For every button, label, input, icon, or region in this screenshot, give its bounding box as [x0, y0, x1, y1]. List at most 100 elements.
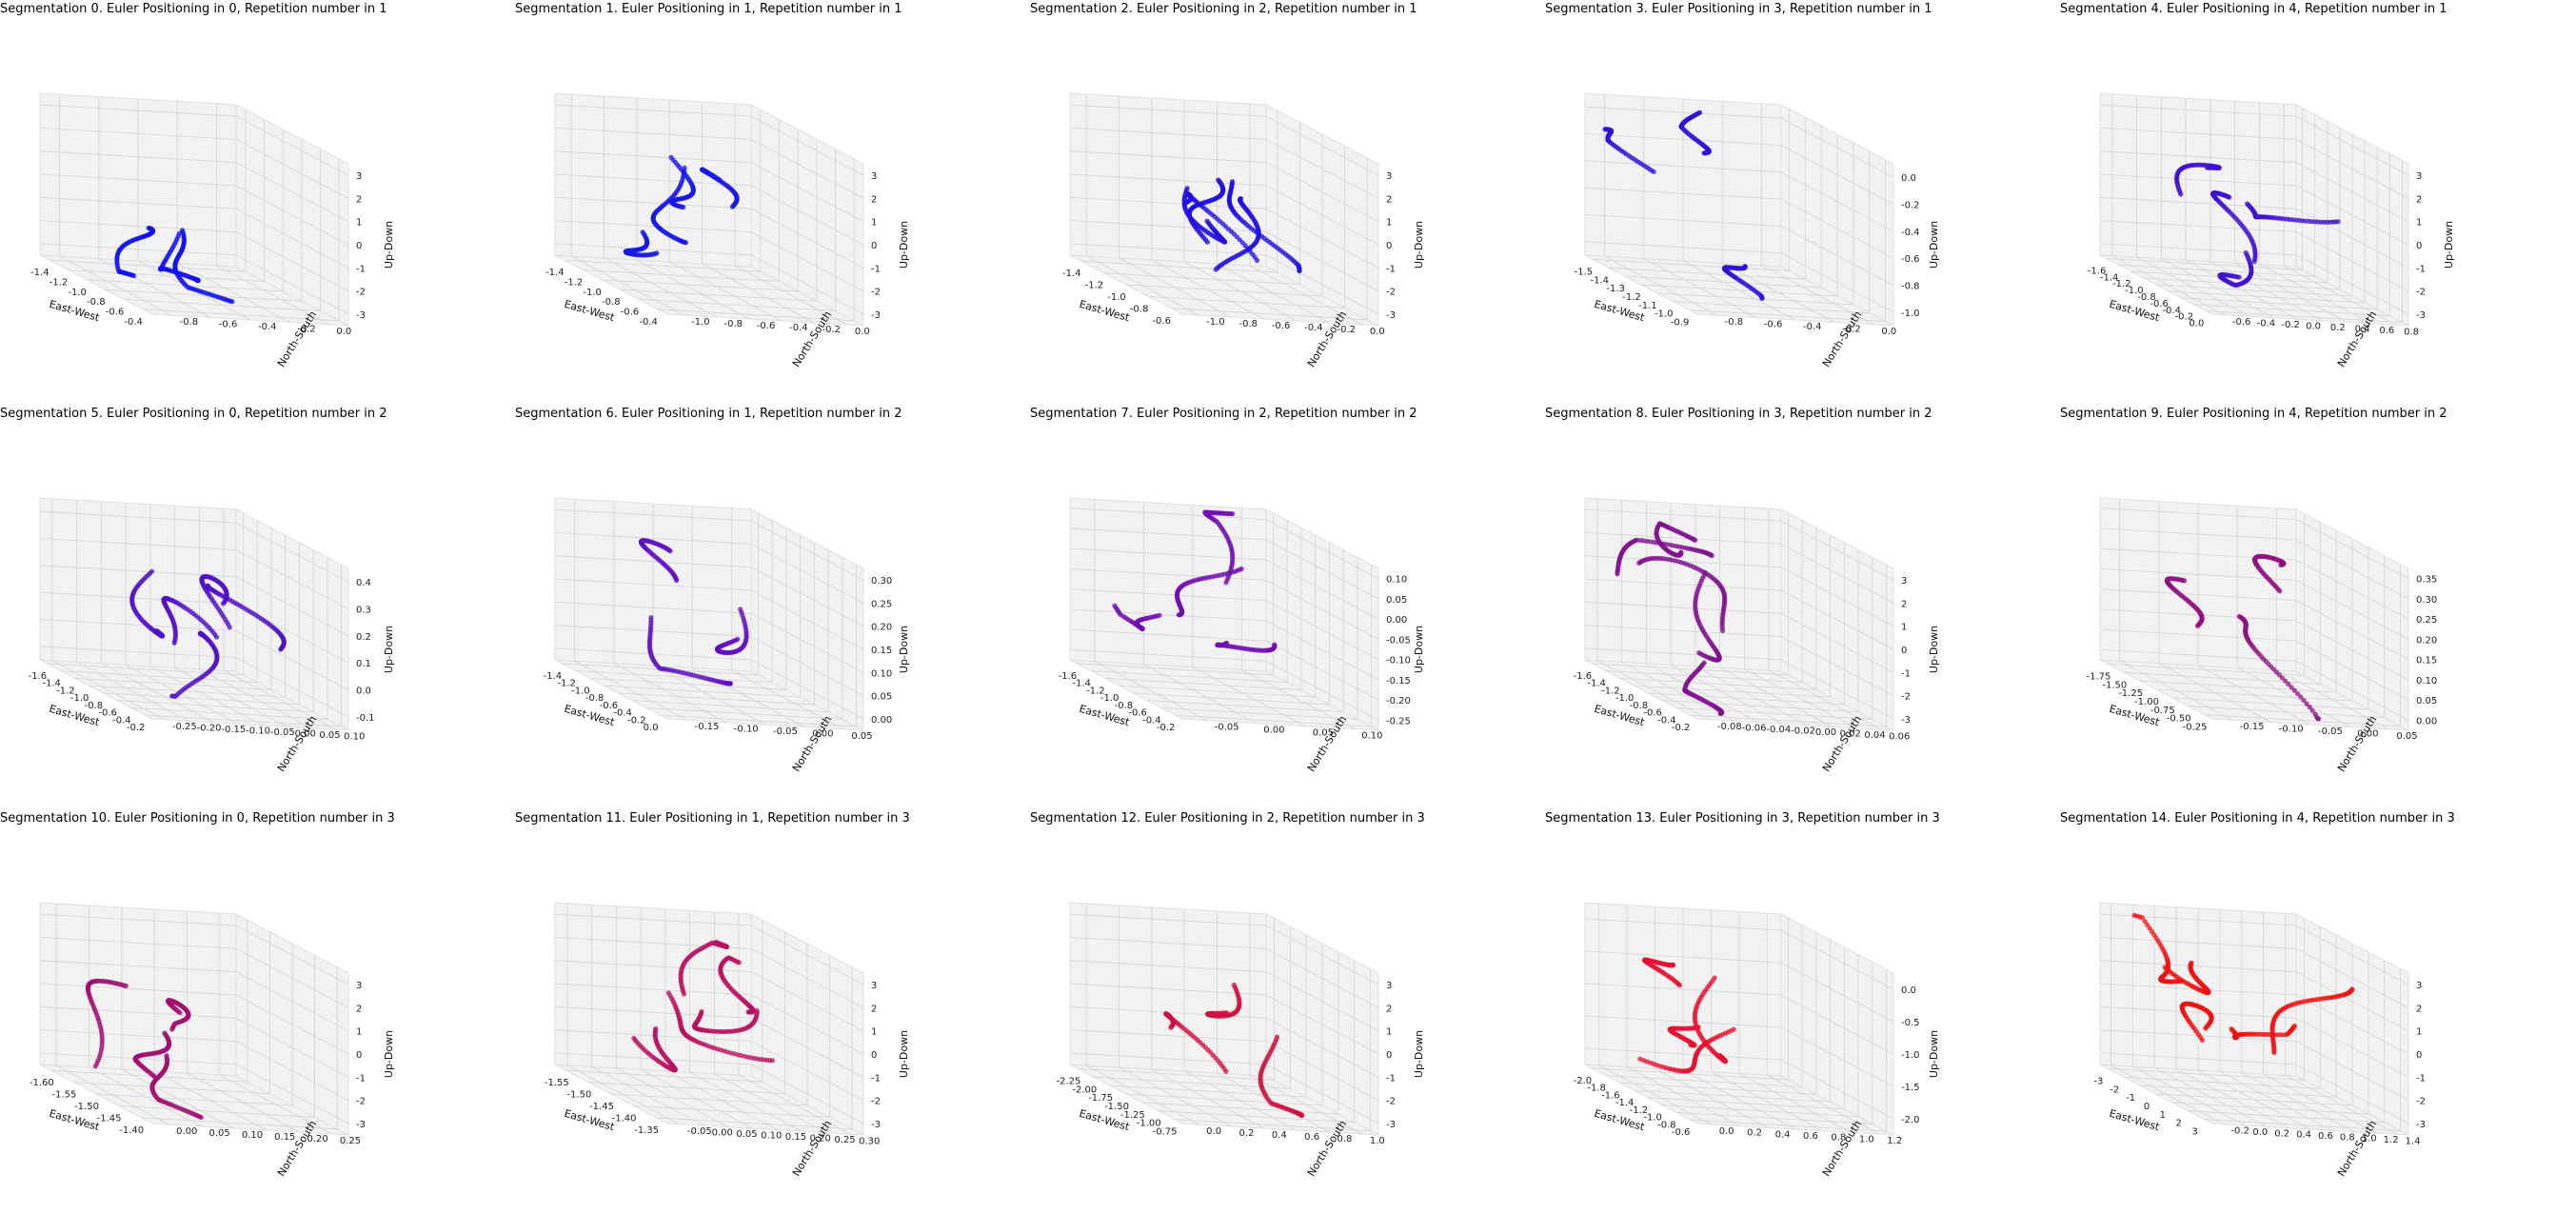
x-tick-label: -1.6 [1059, 671, 1078, 682]
data-point [1112, 603, 1118, 608]
y-tick-label: -0.25 [172, 722, 197, 732]
gridline [1646, 501, 1759, 724]
gridline [554, 150, 864, 223]
y-tick-label: 0.8 [1831, 1133, 1846, 1144]
gridline [554, 1005, 864, 1078]
x-tick-label: -1.40 [119, 1125, 144, 1136]
gridline [664, 908, 779, 1131]
gridline [2099, 104, 2409, 176]
data-point [717, 177, 723, 183]
x-tick-label: -1.4 [545, 268, 565, 278]
chart-title: Segmentation 1. Euler Positioning in 1, … [515, 2, 902, 16]
chart-title: Segmentation 8. Euler Positioning in 3, … [1545, 407, 1932, 421]
gridline [2143, 128, 2341, 290]
gridline [51, 498, 166, 721]
gridline [2099, 568, 2409, 640]
gridline [39, 510, 349, 583]
gridline [1584, 625, 1894, 696]
y-tick-label: 1.0 [1859, 1134, 1874, 1144]
gridline [1640, 134, 1838, 297]
z-tick-label: 0.00 [1386, 615, 1407, 626]
z-tick-label: -2 [1386, 1097, 1396, 1107]
data-point [2307, 705, 2312, 710]
y-tick-label: 0.0 [336, 327, 351, 337]
gridline [2099, 196, 2409, 269]
gridline [1593, 109, 1790, 271]
y-tick-label: 0.2 [1747, 1128, 1762, 1139]
gridline [1151, 907, 1264, 1129]
y-tick-label: 0.25 [834, 1135, 855, 1145]
gridline [1694, 504, 1809, 726]
chart-title: Segmentation 4. Euler Positioning in 4, … [2060, 2, 2447, 16]
data-point [220, 601, 227, 607]
gridline [633, 955, 831, 1118]
data-point [2145, 922, 2150, 927]
gridline [1648, 542, 1845, 706]
gridline [1662, 549, 1859, 713]
gridline [39, 937, 349, 1008]
gridline [89, 535, 287, 698]
data-point [668, 154, 674, 160]
gridline [610, 944, 808, 1106]
z-tick-label: -1.0 [1901, 1050, 1920, 1061]
chart-title: Segmentation 3. Euler Positioning in 3, … [1545, 2, 1932, 16]
gridline [74, 527, 272, 690]
gridline [691, 506, 805, 727]
gridline [1584, 214, 1894, 286]
x-tick-label: -0.8 [2137, 292, 2156, 303]
gridline [1584, 601, 1894, 673]
gridline [1141, 951, 1339, 1115]
y-tick-label: 1.0 [1370, 1136, 1385, 1146]
chart-title: Segmentation 7. Euler Positioning in 2, … [1030, 407, 1417, 421]
x-tick-label: -0.25 [2183, 723, 2208, 733]
gridline [2108, 918, 2305, 1081]
gridline [554, 104, 864, 176]
gridline [554, 625, 864, 696]
z-tick-label: -2 [356, 1097, 366, 1107]
x-tick-label: -1.35 [634, 1125, 659, 1136]
gridline [61, 520, 258, 684]
y-tick-label: 0.10 [344, 731, 365, 742]
gridline [1634, 940, 1832, 1103]
gridline [2119, 499, 2232, 721]
gridline [554, 578, 864, 650]
gridline [1069, 960, 1379, 1032]
data-point [214, 634, 220, 640]
chart-plot: -1.6-1.4-1.2-1.0-0.8-0.6-0.4-0.2 0.10 0.05… [29, 497, 395, 774]
y-tick-label: 0.0 [1881, 327, 1896, 337]
y-tick-label: -1.0 [691, 317, 710, 328]
chart-panel: Segmentation 11. Euler Positioning in 1,… [515, 809, 1030, 1214]
gridline [554, 647, 864, 720]
chart-panel: Segmentation 10. Euler Positioning in 0,… [0, 809, 515, 1214]
x-tick-label: -1.0 [1107, 292, 1126, 303]
gridline [713, 911, 827, 1134]
x-tick-label: -1.4 [1587, 679, 1606, 689]
gridline [554, 173, 864, 246]
y-tick-label: -0.4 [1803, 322, 1822, 332]
z-tick-label: 3 [1386, 171, 1392, 182]
gridline [1643, 96, 1756, 318]
chart-plot: -3-2-101231.41.21.00.80.60.40.20.0-0.232… [2093, 902, 2426, 1179]
gridline [1148, 146, 1346, 308]
gridline [101, 501, 214, 724]
z-tick-label: 0.05 [2416, 696, 2437, 707]
gridline [1584, 950, 1894, 1023]
y-tick-label: 0.05 [851, 731, 872, 742]
gridline [1069, 588, 1379, 660]
gridline [105, 139, 303, 302]
data-point [2289, 685, 2294, 690]
gridline [103, 542, 300, 706]
x-tick-label: -1.50 [1104, 1102, 1129, 1112]
gridline [565, 920, 763, 1083]
z-tick-label: -0.5 [1901, 1018, 1920, 1028]
gridline [2283, 104, 2397, 326]
y-tick-label: 0.10 [242, 1130, 263, 1141]
gridline [2161, 96, 2274, 319]
data-point [169, 693, 175, 699]
y-tick-label: 0.00 [812, 728, 833, 739]
side-pane [1069, 497, 1267, 672]
gridline [39, 1052, 349, 1124]
z-tick-label: 0.25 [2416, 615, 2437, 626]
gridline [2188, 960, 2386, 1124]
z-tick-label: 1 [1386, 218, 1392, 229]
